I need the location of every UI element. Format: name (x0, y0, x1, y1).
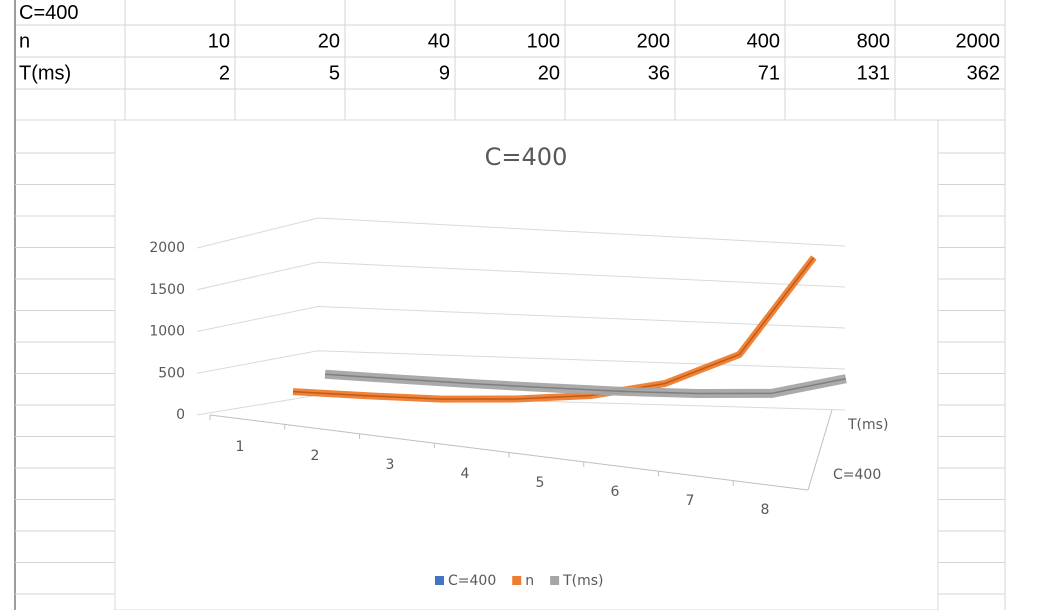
x-tick-label: 7 (686, 493, 695, 509)
cell: 362 (967, 62, 1000, 84)
chart-area (114, 119, 939, 611)
legend-swatch (435, 576, 444, 585)
depth-label: C=400 (833, 467, 881, 483)
cell: 9 (439, 62, 450, 84)
cell: 36 (648, 62, 670, 84)
cell: C=400 (19, 2, 79, 24)
cell: 2000 (956, 30, 1001, 52)
x-tick-label: 4 (461, 466, 470, 482)
series-edge (292, 257, 815, 400)
cell: 2 (219, 62, 230, 84)
cell: 131 (857, 62, 890, 84)
grid-line (196, 305, 846, 332)
legend-swatch (550, 576, 560, 585)
x-tick-label: 6 (611, 484, 620, 500)
depth-axis (807, 409, 833, 491)
x-tick-label: 8 (761, 502, 770, 518)
y-tick-label: 1500 (149, 282, 185, 298)
cell: n (19, 30, 30, 52)
cell: 10 (208, 30, 230, 52)
cell: 20 (538, 62, 560, 84)
cell: 100 (527, 30, 560, 52)
x-tick-label: 2 (311, 448, 320, 464)
cell: 200 (637, 30, 670, 52)
cell: 20 (318, 30, 340, 52)
grid-line (196, 261, 846, 291)
chart-title: C=400 (485, 143, 568, 171)
cell: 5 (329, 62, 340, 84)
x-tick-label: 5 (536, 475, 545, 491)
legend-label: n (525, 573, 534, 589)
cell: 40 (428, 30, 450, 52)
cell: T(ms) (19, 62, 71, 84)
y-tick-label: 1000 (149, 324, 185, 340)
legend-label: T(ms) (562, 573, 603, 589)
series-edge (325, 373, 847, 395)
grid-line (196, 217, 846, 249)
y-tick-label: 0 (176, 407, 185, 423)
grid-line (196, 350, 846, 374)
x-tick-label: 3 (386, 457, 395, 473)
y-tick-label: 2000 (149, 240, 185, 256)
x-tick-label: 1 (236, 439, 245, 455)
y-tick-label: 500 (158, 365, 185, 381)
cell: 800 (857, 30, 890, 52)
legend-label: C=400 (448, 573, 496, 589)
legend-swatch (512, 576, 522, 585)
cell: 71 (758, 62, 780, 84)
cell: 400 (747, 30, 780, 52)
depth-label: T(ms) (847, 417, 888, 433)
